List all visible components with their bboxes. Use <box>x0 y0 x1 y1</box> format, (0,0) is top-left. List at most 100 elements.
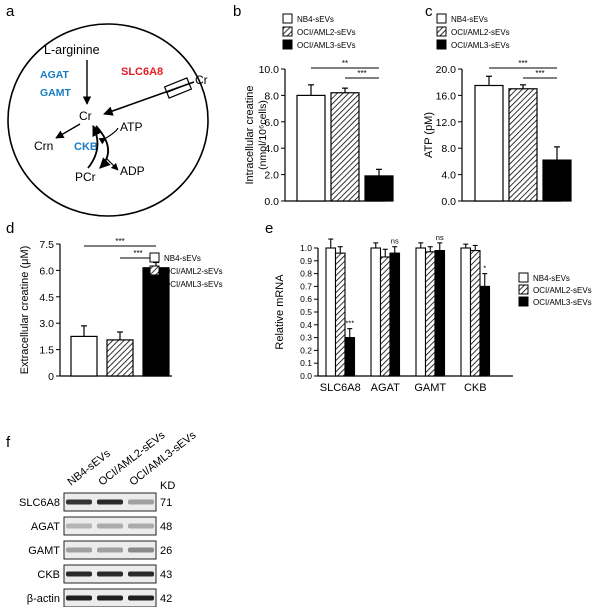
kd-value: 43 <box>160 569 172 581</box>
x-tick-label: AGAT <box>371 382 400 394</box>
kd-value: 48 <box>160 521 172 533</box>
atp-label: ATP <box>120 120 142 134</box>
y-tick-label: 0.8 <box>300 269 312 279</box>
protein-label: GAMT <box>28 545 60 557</box>
panel-label-d: d <box>6 220 14 237</box>
x-tick-label: SLC6A8 <box>320 382 361 394</box>
significance-label: *** <box>357 69 366 78</box>
y-tick-label: 16.0 <box>436 90 457 102</box>
kd-header: KD <box>160 480 175 492</box>
legend-label: OCI/AML3-sEVs <box>533 298 592 307</box>
l-arginine-label: L-arginine <box>44 43 100 57</box>
legend-swatch <box>282 26 293 37</box>
y-tick-label: 6.0 <box>39 265 54 277</box>
bar <box>364 175 394 202</box>
blot-band <box>97 595 123 601</box>
y-tick-label: 6.0 <box>264 117 279 129</box>
panel-label-b: b <box>233 3 241 20</box>
legend-label: OCI/AML3-sEVs <box>451 41 510 50</box>
y-axis-label: Extracellular creatine (μM) <box>19 246 31 375</box>
chart-c: 0.0 4.0 8.0 12.0 16.0 20.0 ATP (pM) *** *** NB4-s… <box>423 13 572 208</box>
legend-label: OCI/AML2-sEVs <box>533 286 592 295</box>
y-tick-label: 1.5 <box>39 345 54 357</box>
bar <box>389 252 401 377</box>
y-axis-label: Intracellular creatine <box>244 85 256 184</box>
blot-band <box>66 547 92 553</box>
significance-label: *** <box>518 59 527 68</box>
blot-band <box>97 523 123 529</box>
significance-label: * <box>483 264 486 273</box>
blot-band <box>66 571 92 577</box>
legend-swatch <box>149 278 160 289</box>
kd-value: 71 <box>160 497 172 509</box>
agat-label: AGAT <box>40 69 70 81</box>
legend-swatch <box>149 252 160 263</box>
kd-value: 42 <box>160 593 172 605</box>
blot-band <box>97 499 123 505</box>
bar <box>296 94 326 202</box>
protein-label: β-actin <box>27 593 60 605</box>
significance-label: *** <box>115 237 124 246</box>
significance-label: ns <box>391 237 399 246</box>
bar <box>469 250 481 377</box>
legend-swatch <box>282 39 293 50</box>
significance-label: ns <box>436 233 444 242</box>
gamt-label: GAMT <box>40 87 71 99</box>
blot-band <box>128 499 154 505</box>
bar <box>542 159 572 202</box>
panel-label-a: a <box>6 3 15 20</box>
legend-swatch <box>518 296 529 307</box>
legend-swatch <box>518 272 529 283</box>
panel-label-f: f <box>6 434 11 451</box>
y-tick-label: 0.0 <box>441 196 456 208</box>
bar <box>379 256 391 377</box>
cell-ellipse <box>7 23 209 217</box>
y-tick-label: 4.0 <box>441 170 456 182</box>
slc6a8-label: SLC6A8 <box>121 66 163 78</box>
bar <box>344 337 356 377</box>
legend-label: NB4-sEVs <box>297 15 334 24</box>
blot-band <box>128 547 154 553</box>
y-tick-label: 0 <box>48 371 54 383</box>
protein-label: AGAT <box>31 521 60 533</box>
y-tick-label: 10.0 <box>259 64 280 76</box>
bar <box>424 251 436 377</box>
bar <box>508 88 538 202</box>
y-tick-label: 0.0 <box>264 196 279 208</box>
bar <box>460 247 472 377</box>
cycle-arrow-right <box>95 125 111 169</box>
bar <box>330 92 360 202</box>
y-tick-label: 0.5 <box>300 307 312 317</box>
blot-band <box>66 523 92 529</box>
legend-label: OCI/AML2-sEVs <box>164 267 223 276</box>
panel-label-e: e <box>265 220 273 237</box>
pathway-diagram: L-arginine AGAT GAMT SLC6A8 Cr Cr Crn CK… <box>7 23 209 217</box>
kd-value: 26 <box>160 545 172 557</box>
bar <box>325 247 337 377</box>
y-axis-label-units: (nmol/10⁶cells) <box>257 100 269 170</box>
legend-label: NB4-sEVs <box>451 15 488 24</box>
cycle-arrow-left <box>87 125 103 169</box>
uptake-arrow <box>103 81 195 116</box>
legend-label: OCI/AML3-sEVs <box>297 41 356 50</box>
blot-band <box>66 499 92 505</box>
y-tick-label: 7.5 <box>39 239 54 251</box>
cr-outside-label: Cr <box>195 73 208 87</box>
y-tick-label: 0.6 <box>300 294 312 304</box>
legend-swatch <box>436 39 447 50</box>
y-tick-label: 20.0 <box>436 64 457 76</box>
pcr-label: PCr <box>75 170 96 184</box>
y-tick-label: 3.0 <box>39 318 54 330</box>
legend-label: NB4-sEVs <box>164 254 201 263</box>
y-tick-label: 1.0 <box>300 243 312 253</box>
atp-arrow <box>98 127 119 145</box>
adp-arrow <box>105 157 119 171</box>
western-blot: NB4-sEVsOCI/AML2-sEVsOCI/AML3-sEVsKDSLC6… <box>19 429 199 607</box>
blot-band <box>97 547 123 553</box>
protein-label: CKB <box>37 569 60 581</box>
y-tick-label: 0.4 <box>300 320 312 330</box>
panel-label-c: c <box>425 3 433 20</box>
x-tick-label: CKB <box>464 382 487 394</box>
significance-label: *** <box>345 319 354 328</box>
